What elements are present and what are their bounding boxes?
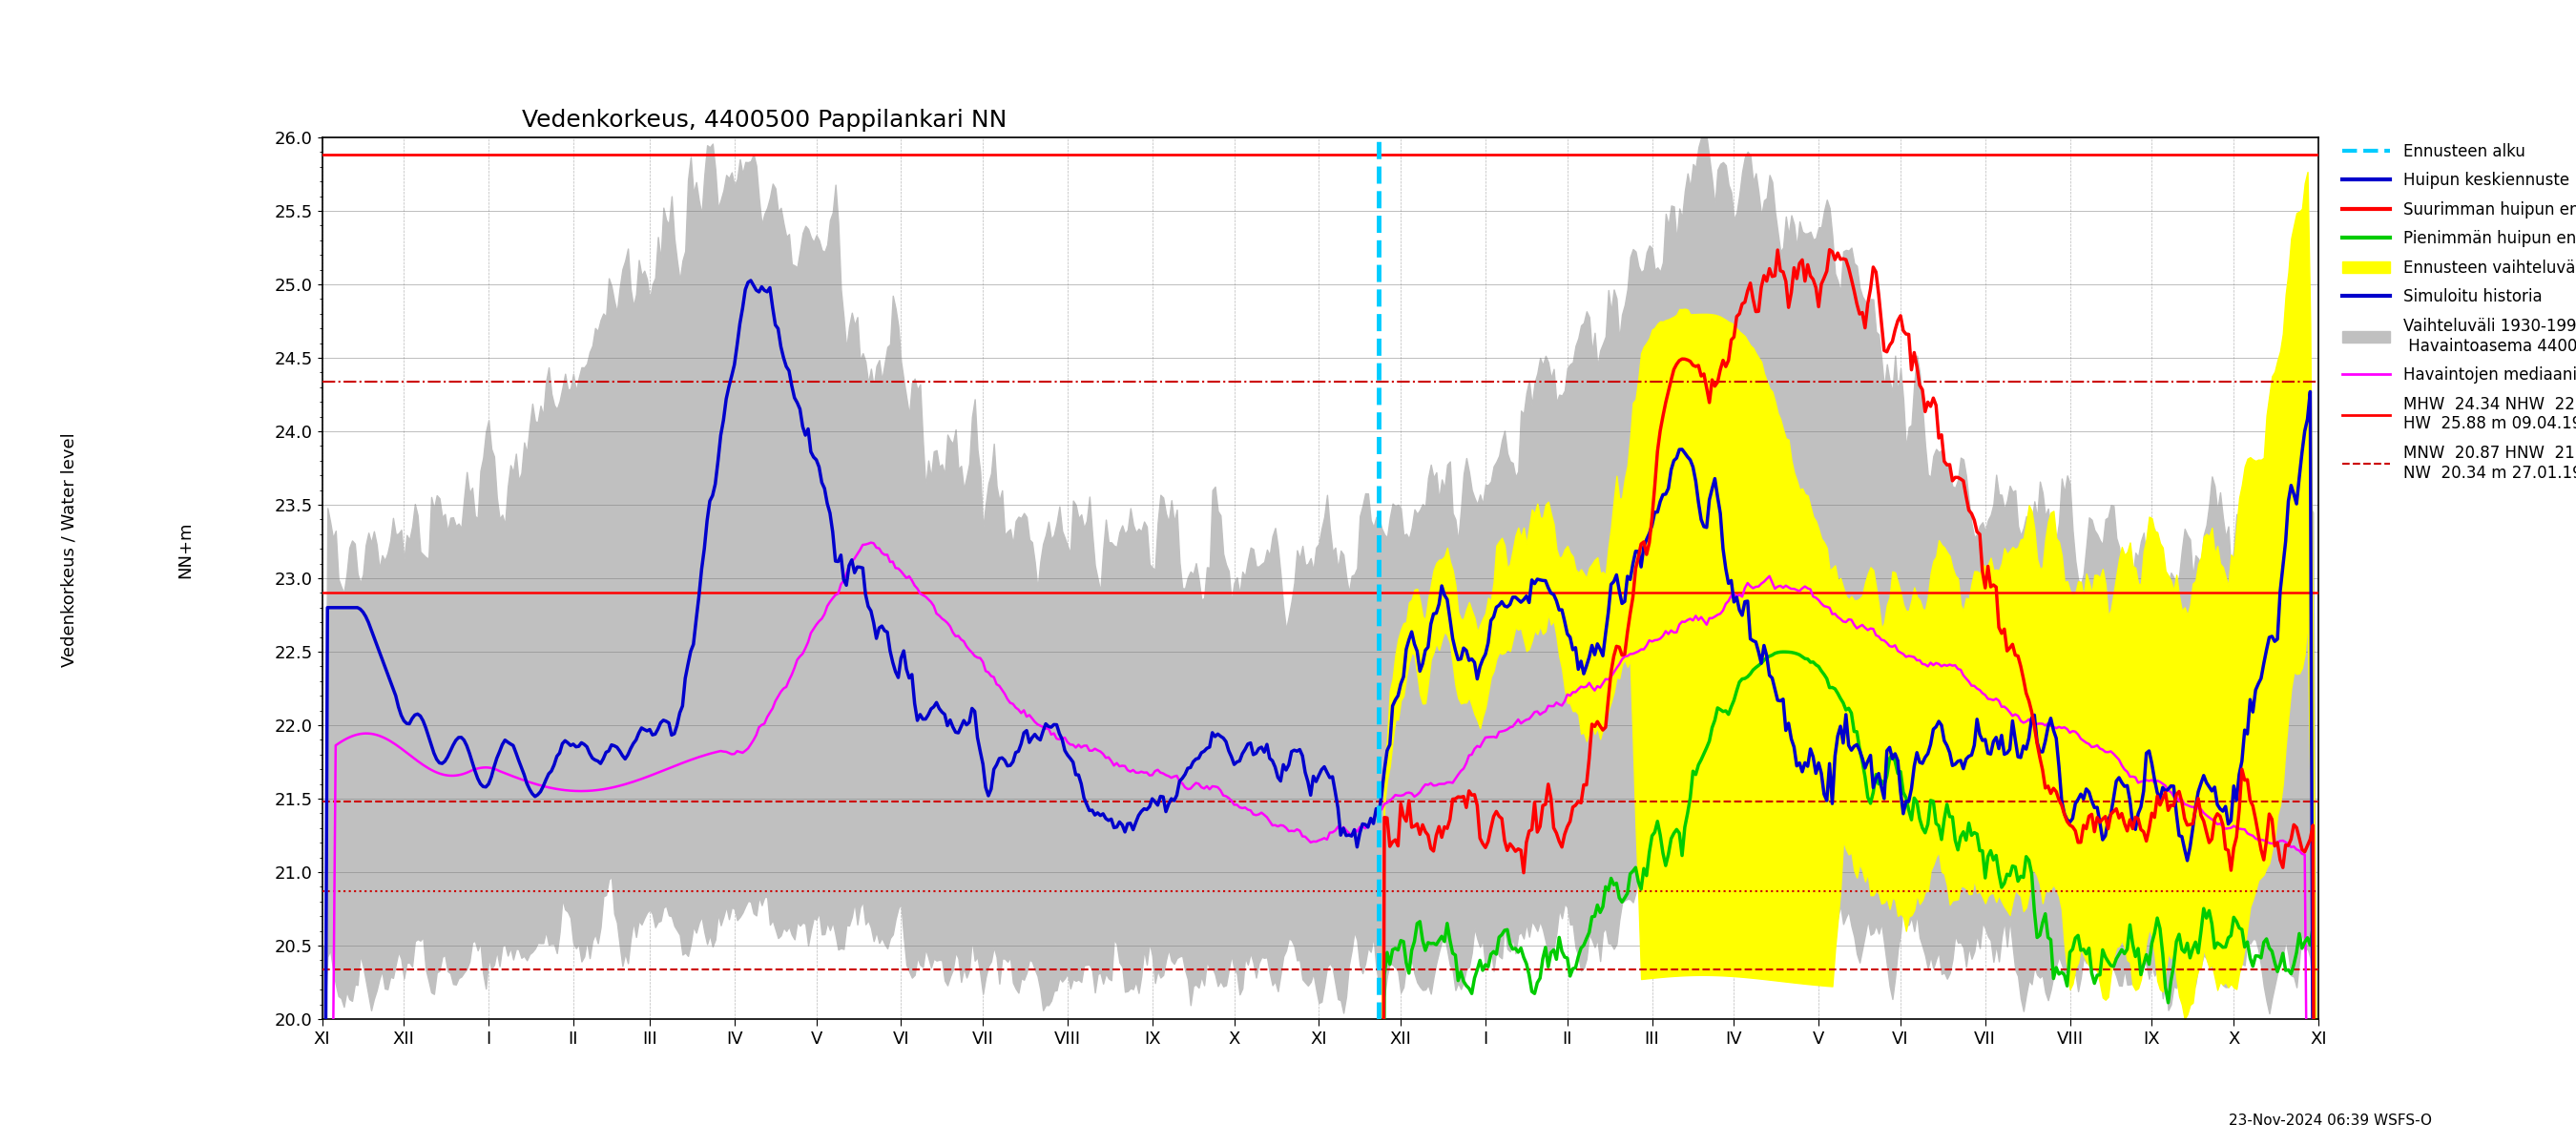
Text: Vedenkorkeus / Water level: Vedenkorkeus / Water level <box>62 433 77 666</box>
Text: Vedenkorkeus, 4400500 Pappilankari NN: Vedenkorkeus, 4400500 Pappilankari NN <box>520 109 1007 132</box>
Text: 23-Nov-2024 06:39 WSFS-O: 23-Nov-2024 06:39 WSFS-O <box>2228 1113 2432 1128</box>
Legend: Ennusteen alku, Huipun keskiennuste, Suurimman huipun ennuste, Pienimmän huipun : Ennusteen alku, Huipun keskiennuste, Suu… <box>2336 136 2576 488</box>
Text: NN+m: NN+m <box>178 521 193 578</box>
